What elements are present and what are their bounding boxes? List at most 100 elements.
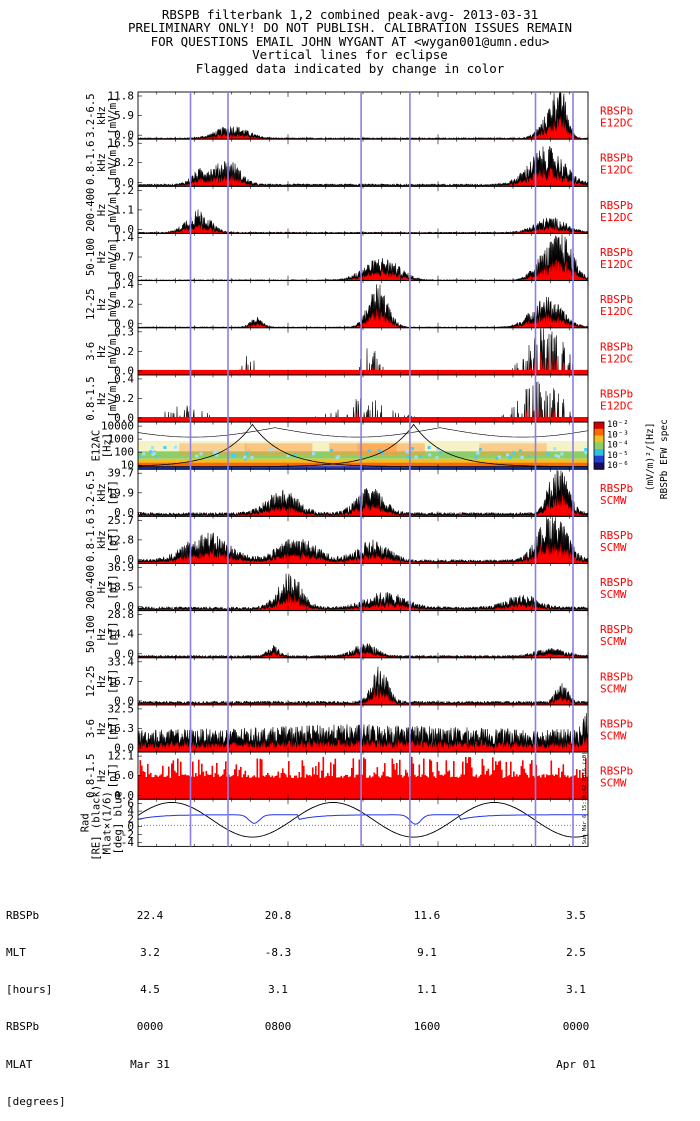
avg-bar bbox=[298, 772, 301, 800]
eph-value: 3.1 bbox=[566, 983, 586, 997]
avg-bar bbox=[304, 777, 307, 800]
y-axis-label: 200-400 bbox=[85, 188, 97, 232]
avg-bar bbox=[144, 772, 146, 800]
spec-speckle bbox=[142, 452, 146, 456]
avg-bar bbox=[247, 775, 250, 800]
avg-bar bbox=[403, 775, 406, 800]
avg-bar bbox=[229, 776, 232, 800]
spec-activity bbox=[479, 443, 547, 456]
panel-tag-instrument: E12DC bbox=[600, 305, 633, 318]
spec-speckle bbox=[414, 455, 418, 459]
avg-bar bbox=[223, 769, 226, 800]
avg-bar bbox=[543, 774, 545, 800]
avg-bar bbox=[366, 777, 368, 800]
avg-bar bbox=[418, 764, 421, 800]
avg-bar bbox=[504, 777, 506, 800]
avg-bar bbox=[169, 777, 172, 800]
avg-bar bbox=[538, 775, 541, 800]
spec-speckle bbox=[560, 452, 564, 456]
panel-tag-spacecraft: RBSPb bbox=[600, 340, 633, 353]
peak-series bbox=[137, 234, 589, 281]
avg-bar bbox=[556, 774, 559, 800]
spec-speckle bbox=[584, 448, 588, 451]
warning-line: PRELIMINARY ONLY! DO NOT PUBLISH. CALIBR… bbox=[127, 20, 572, 36]
avg-bar bbox=[471, 767, 473, 800]
avg-bar bbox=[558, 767, 560, 800]
y-tick-label: 12.1 bbox=[108, 750, 135, 763]
eph-value: 2.5 bbox=[566, 946, 586, 960]
avg-bar bbox=[160, 774, 163, 800]
avg-bar bbox=[324, 777, 326, 800]
avg-bar bbox=[172, 760, 175, 800]
avg-bar bbox=[508, 775, 511, 800]
panel-tag-instrument: SCMW bbox=[600, 777, 627, 790]
panel-tag-spacecraft: RBSPb bbox=[600, 765, 633, 778]
y-axis-label: Hz bbox=[96, 345, 108, 358]
avg-bar bbox=[540, 777, 542, 800]
peak-series bbox=[137, 381, 589, 423]
avg-bar bbox=[415, 776, 418, 800]
avg-bar bbox=[210, 774, 212, 800]
avg-bar bbox=[196, 776, 199, 800]
y-axis-label: [deg] blue bbox=[113, 791, 125, 854]
avg-bar bbox=[468, 757, 470, 800]
panel-tag-instrument: E12DC bbox=[600, 211, 633, 224]
avg-bar bbox=[139, 760, 142, 800]
avg-bar bbox=[142, 771, 145, 800]
eph-date: Apr 01 bbox=[556, 1057, 596, 1071]
eph-label-degrees: [degrees] bbox=[6, 1094, 66, 1108]
avg-bar bbox=[325, 776, 328, 800]
avg-bar bbox=[546, 774, 548, 800]
y-axis-label: Hz bbox=[96, 628, 108, 641]
avg-bar bbox=[273, 777, 275, 800]
avg-bar bbox=[351, 767, 353, 800]
avg-bar bbox=[208, 775, 211, 800]
avg-bar bbox=[486, 771, 488, 800]
y-axis-label: Hz bbox=[96, 722, 108, 735]
avg-bar bbox=[357, 774, 359, 800]
eph-value: 9.1 bbox=[417, 946, 437, 960]
avg-bar bbox=[288, 761, 290, 800]
eclipse-note: Vertical lines for eclipse bbox=[252, 47, 448, 63]
y-tick-label: 33.4 bbox=[108, 655, 135, 668]
panel-frame bbox=[137, 798, 589, 847]
colorbar-label: (mV/m)²/[Hz] bbox=[645, 423, 656, 492]
spec-speckle bbox=[367, 449, 371, 453]
avg-bar bbox=[198, 759, 200, 800]
avg-bar bbox=[391, 758, 394, 800]
eph-value: 3.1 bbox=[268, 983, 288, 997]
y-tick-label: 0.3 bbox=[114, 325, 134, 338]
avg-series bbox=[138, 651, 588, 658]
avg-bar bbox=[426, 776, 428, 800]
spec-speckle bbox=[233, 453, 237, 457]
avg-bar bbox=[435, 777, 437, 800]
y-axis-label: kHz bbox=[96, 530, 108, 549]
y-tick-label: 0.7 bbox=[114, 251, 134, 264]
avg-bar bbox=[264, 776, 266, 800]
y-axis-label: [pT] bbox=[107, 480, 119, 505]
avg-bar bbox=[531, 760, 533, 800]
avg-bar bbox=[375, 774, 377, 800]
avg-bar bbox=[238, 769, 241, 800]
peak-series bbox=[137, 92, 589, 140]
avg-bar bbox=[205, 770, 208, 800]
avg-bar bbox=[484, 774, 487, 800]
y-axis-label: kHz bbox=[96, 106, 108, 125]
spec-speckle bbox=[329, 448, 333, 452]
avg-bar bbox=[510, 761, 512, 800]
avg-bar bbox=[388, 777, 391, 800]
y-axis-label: [mV/m] bbox=[107, 285, 119, 323]
y-axis-label: 0.8-1.5 bbox=[85, 376, 97, 420]
spec-speckle bbox=[286, 454, 290, 458]
avg-bar bbox=[202, 771, 205, 800]
spec-speckle bbox=[293, 453, 297, 457]
avg-bar bbox=[474, 776, 476, 800]
avg-bar bbox=[565, 776, 568, 800]
y-tick-label: 0.0 bbox=[114, 412, 134, 425]
spec-speckle bbox=[497, 455, 501, 459]
